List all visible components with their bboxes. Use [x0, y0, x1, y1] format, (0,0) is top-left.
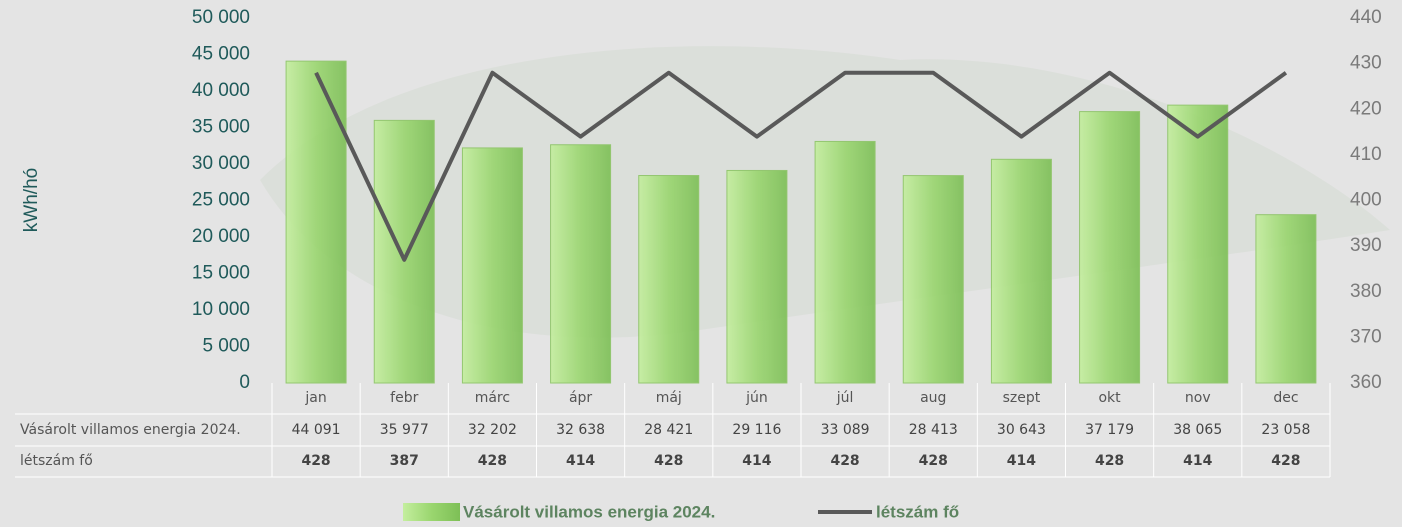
- table-cell: 428: [654, 453, 683, 469]
- y2-tick-label: 400: [1350, 190, 1382, 211]
- table-cell: 414: [566, 453, 595, 469]
- y2-tick-label: 360: [1350, 372, 1382, 393]
- y2-tick-label: 410: [1350, 144, 1382, 165]
- table-cell: 32 638: [556, 422, 605, 438]
- table-cell: 44 091: [292, 422, 341, 438]
- x-tick-label: okt: [1098, 390, 1121, 406]
- table-cell: 28 421: [644, 422, 693, 438]
- y2-tick-label: 380: [1350, 281, 1382, 302]
- x-tick-label: dec: [1273, 390, 1298, 406]
- legend-label: Vásárolt villamos energia 2024.: [463, 502, 715, 521]
- x-tick-label: aug: [920, 390, 946, 406]
- bar: [814, 140, 876, 384]
- y-tick-label: 20 000: [192, 226, 250, 247]
- table-cell: 387: [390, 453, 419, 469]
- bar: [990, 158, 1052, 384]
- bar: [1079, 111, 1141, 384]
- x-tick-label: nov: [1185, 390, 1211, 406]
- y-tick-label: 40 000: [192, 80, 250, 101]
- table-cell: 428: [478, 453, 507, 469]
- bar: [461, 147, 523, 384]
- x-tick-label: jún: [745, 390, 768, 406]
- table-cell: 428: [830, 453, 859, 469]
- table-cell: 414: [1183, 453, 1212, 469]
- table-row-header: Vásárolt villamos energia 2024.: [20, 422, 241, 438]
- y-tick-label: 0: [239, 372, 250, 393]
- bar: [726, 169, 788, 384]
- table-cell: 35 977: [380, 422, 429, 438]
- table-cell: 37 179: [1085, 422, 1134, 438]
- y2-tick-label: 430: [1350, 53, 1382, 74]
- table-cell: 428: [1095, 453, 1124, 469]
- y-tick-label: 45 000: [192, 44, 250, 65]
- x-tick-label: febr: [390, 390, 418, 406]
- y-tick-label: 15 000: [192, 263, 250, 284]
- bar: [902, 175, 964, 384]
- table-cell: 414: [742, 453, 771, 469]
- bar: [285, 60, 347, 384]
- x-tick-label: ápr: [569, 390, 592, 406]
- y-axis-title: kWh/hó: [21, 168, 42, 232]
- table-cell: 428: [919, 453, 948, 469]
- bar: [638, 175, 700, 384]
- y2-tick-label: 370: [1350, 326, 1382, 347]
- y-tick-label: 25 000: [192, 190, 250, 211]
- x-tick-label: jan: [304, 390, 326, 406]
- legend-label: létszám fő: [876, 502, 959, 521]
- table-row-header: létszám fő: [20, 453, 93, 469]
- legend-swatch: [403, 503, 460, 521]
- table-cell: 28 413: [909, 422, 958, 438]
- y-tick-label: 35 000: [192, 117, 250, 138]
- table-cell: 29 116: [732, 422, 781, 438]
- table-cell: 38 065: [1173, 422, 1222, 438]
- line: [314, 70, 1288, 262]
- y-tick-label: 30 000: [192, 153, 250, 174]
- table-cell: 428: [301, 453, 330, 469]
- table-cell: 414: [1007, 453, 1036, 469]
- y-tick-label: 50 000: [192, 7, 250, 28]
- table-cell: 33 089: [821, 422, 870, 438]
- x-tick-label: márc: [475, 390, 510, 406]
- table-cell: 32 202: [468, 422, 517, 438]
- table-cell: 23 058: [1261, 422, 1310, 438]
- x-tick-label: szept: [1003, 390, 1041, 406]
- x-tick-label: máj: [656, 390, 682, 406]
- y2-tick-label: 440: [1350, 7, 1382, 28]
- table-cell: 428: [1271, 453, 1300, 469]
- y-tick-label: 5 000: [202, 336, 250, 357]
- bar: [373, 119, 435, 384]
- table-cell: 30 643: [997, 422, 1046, 438]
- bar: [1167, 104, 1229, 384]
- y2-tick-label: 420: [1350, 98, 1382, 119]
- bar: [550, 144, 612, 384]
- x-tick-label: júl: [836, 390, 854, 406]
- bar: [1255, 214, 1317, 384]
- y2-tick-label: 390: [1350, 235, 1382, 256]
- y-tick-label: 10 000: [192, 299, 250, 320]
